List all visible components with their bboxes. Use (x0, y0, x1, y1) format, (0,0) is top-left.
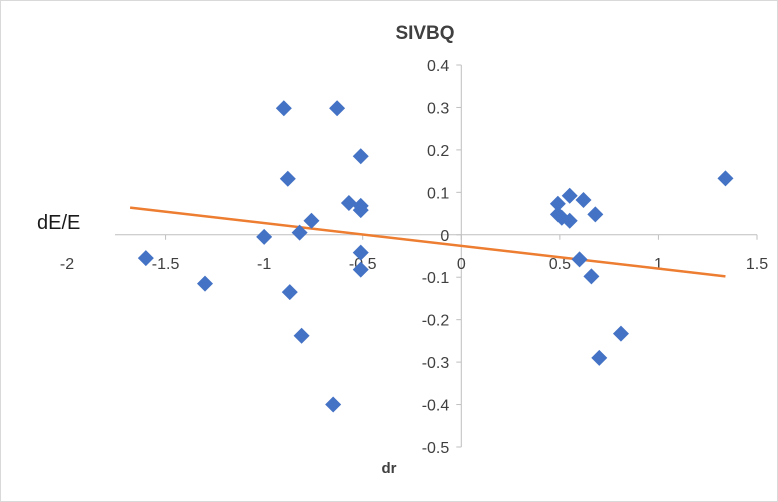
y-tick-label: 0.2 (427, 143, 449, 160)
data-point (549, 195, 566, 212)
y-tick-label: 0.3 (427, 100, 449, 117)
data-point (256, 228, 273, 245)
y-axis-label: dE/E (37, 212, 80, 234)
data-point (591, 349, 608, 366)
data-point (325, 396, 342, 413)
y-tick-label: 0.4 (427, 58, 449, 75)
x-tick-label: 1 (654, 256, 663, 273)
data-point (137, 250, 154, 267)
data-point (587, 206, 604, 223)
data-points (137, 100, 734, 413)
data-point (583, 268, 600, 285)
x-tick-label: -1 (257, 256, 271, 273)
x-tick-label: -2 (60, 256, 74, 273)
data-point (561, 212, 578, 229)
axes: -2 -1.5 -1 -0.5 0 0.5 1 1.5 0.4 0.3 0.2 0.1 0 -0.1 -0.… (60, 58, 768, 457)
data-point (575, 191, 592, 208)
data-point (352, 202, 369, 219)
x-tick-label: 1.5 (746, 256, 768, 273)
data-point (352, 244, 369, 261)
data-point (329, 100, 346, 117)
data-point (571, 251, 588, 268)
data-point (612, 325, 629, 342)
x-tick-label: 0.5 (549, 256, 571, 273)
x-tick-label: -1.5 (152, 256, 180, 273)
y-tick-label: -0.3 (422, 355, 450, 372)
data-point (303, 212, 320, 229)
data-point (340, 194, 357, 211)
data-point (197, 275, 213, 292)
x-tick-label: 0 (457, 256, 466, 273)
trendline (129, 206, 726, 278)
y-tick-label: 0.1 (427, 185, 449, 202)
trendline-layer (129, 206, 726, 278)
y-tick-label: -0.1 (422, 270, 450, 287)
y-tick-label: 0 (440, 228, 449, 245)
data-point (279, 170, 296, 187)
y-tick-label: -0.5 (422, 440, 450, 457)
data-point (561, 187, 578, 204)
y-tick-label: -0.2 (422, 313, 450, 330)
y-tick-label: -0.4 (422, 398, 450, 415)
data-point (281, 284, 298, 301)
chart-title: SIVBQ (395, 23, 454, 44)
data-point (293, 327, 310, 344)
x-axis-label: dr (382, 460, 397, 477)
data-point (275, 100, 292, 117)
data-point (291, 224, 308, 241)
data-point (352, 148, 369, 165)
data-point (352, 261, 369, 278)
data-point (717, 170, 734, 187)
